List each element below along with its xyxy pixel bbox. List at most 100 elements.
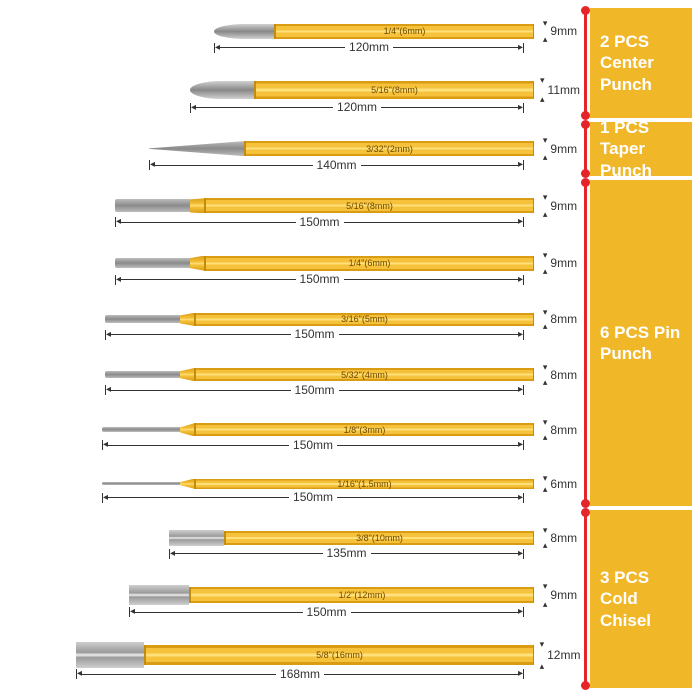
tool-tip bbox=[102, 482, 180, 485]
tool-tip bbox=[115, 199, 190, 212]
length-dimension: ◂150mm▸ bbox=[8, 330, 582, 340]
height-dimension: ▾▴12mm bbox=[538, 642, 582, 668]
tool-tip bbox=[169, 530, 224, 546]
height-dimension: ▾▴8mm bbox=[538, 310, 582, 329]
category-box: 1 PCS Taper Punch bbox=[590, 122, 692, 176]
tool-row: 5/16"(8mm) ▾▴11mm◂120mm▸ bbox=[8, 78, 582, 113]
category-sidebar: 2 PCS Center Punch 1 PCS Taper Punch 6 PCS… bbox=[590, 8, 692, 692]
tool-size-label: 3/32"(2mm) bbox=[366, 144, 413, 154]
tool-tip bbox=[102, 427, 180, 432]
tool-handle: 5/16"(8mm) bbox=[254, 81, 534, 99]
height-dimension: ▾▴8mm bbox=[538, 420, 582, 439]
tool-size-label: 5/8"(16mm) bbox=[316, 650, 363, 660]
height-dimension: ▾▴8mm bbox=[538, 528, 582, 548]
tool-handle: 5/32"(4mm) bbox=[194, 368, 534, 381]
length-dimension: ◂150mm▸ bbox=[8, 607, 582, 617]
tool-row: 3/8"(10mm) ▾▴8mm◂135mm▸ bbox=[8, 528, 582, 559]
tool-handle: 1/4"(6mm) bbox=[274, 24, 534, 39]
tool-handle: 1/4"(6mm) bbox=[204, 256, 534, 271]
length-dimension: ◂135mm▸ bbox=[8, 549, 582, 559]
tool-graphic: 3/32"(2mm) bbox=[149, 141, 534, 156]
length-dimension: ◂168mm▸ bbox=[8, 669, 582, 679]
height-label: 12mm bbox=[547, 648, 580, 662]
height-dimension: ▾▴9mm bbox=[538, 138, 582, 159]
length-label: 135mm bbox=[323, 546, 371, 560]
length-label: 120mm bbox=[345, 40, 393, 54]
tool-graphic: 1/2"(12mm) bbox=[129, 585, 534, 605]
tool-tip bbox=[129, 585, 189, 605]
length-dimension: ◂120mm▸ bbox=[8, 103, 582, 113]
tool-handle: 3/8"(10mm) bbox=[224, 531, 534, 545]
category-box: 2 PCS Center Punch bbox=[590, 8, 692, 118]
category-label: 6 PCS Pin Punch bbox=[600, 322, 682, 365]
height-label: 9mm bbox=[550, 256, 577, 270]
tool-row: 1/4"(6mm)▾▴9mm◂150mm▸ bbox=[8, 253, 582, 285]
category-label: 2 PCS Center Punch bbox=[600, 31, 682, 95]
tool-tip bbox=[76, 642, 144, 668]
tool-size-label: 1/8"(3mm) bbox=[344, 425, 386, 435]
height-label: 9mm bbox=[550, 142, 577, 156]
tool-tip bbox=[149, 141, 244, 156]
tool-row: 5/16"(8mm)▾▴9mm◂150mm▸ bbox=[8, 195, 582, 227]
height-dimension: ▾▴8mm bbox=[538, 365, 582, 384]
tool-row: 5/8"(16mm) ▾▴12mm◂168mm▸ bbox=[8, 642, 582, 679]
category-label: 1 PCS Taper Punch bbox=[600, 117, 682, 181]
height-label: 6mm bbox=[550, 477, 577, 491]
tool-tip bbox=[214, 24, 274, 39]
tool-row: 1/16"(1.5mm) ▾▴6mm◂150mm▸ bbox=[8, 476, 582, 503]
height-dimension: ▾▴9mm bbox=[538, 584, 582, 606]
length-label: 150mm bbox=[289, 490, 337, 504]
tool-tip bbox=[115, 258, 190, 268]
tool-row: 1/4"(6mm)▾▴9mm◂120mm▸ bbox=[8, 21, 582, 53]
tool-size-label: 1/2"(12mm) bbox=[339, 590, 386, 600]
length-dimension: ◂150mm▸ bbox=[8, 385, 582, 395]
height-dimension: ▾▴9mm bbox=[538, 195, 582, 216]
tool-graphic: 5/8"(16mm) bbox=[76, 642, 534, 668]
tool-row: 3/32"(2mm) ▾▴9mm◂140mm▸ bbox=[8, 138, 582, 170]
height-dimension: ▾▴11mm bbox=[538, 78, 582, 102]
tool-size-label: 1/16"(1.5mm) bbox=[337, 479, 391, 489]
tool-graphic: 3/16"(5mm) bbox=[105, 313, 534, 326]
height-dimension: ▾▴6mm bbox=[538, 476, 582, 492]
tool-handle: 3/16"(5mm) bbox=[194, 313, 534, 326]
height-label: 11mm bbox=[548, 83, 580, 97]
tool-tip bbox=[105, 371, 180, 378]
height-dimension: ▾▴9mm bbox=[538, 253, 582, 274]
height-label: 9mm bbox=[550, 24, 577, 38]
height-label: 9mm bbox=[550, 588, 577, 602]
tool-row: 5/32"(4mm) ▾▴8mm◂150mm▸ bbox=[8, 365, 582, 395]
length-label: 150mm bbox=[303, 605, 351, 619]
tool-handle: 5/8"(16mm) bbox=[144, 645, 534, 665]
tool-row: 1/8"(3mm) ▾▴8mm◂150mm▸ bbox=[8, 420, 582, 450]
tool-handle: 1/8"(3mm) bbox=[194, 423, 534, 436]
length-label: 120mm bbox=[333, 100, 381, 114]
tool-tip bbox=[105, 315, 180, 323]
height-dimension: ▾▴9mm bbox=[538, 21, 582, 42]
length-label: 150mm bbox=[296, 215, 344, 229]
length-dimension: ◂150mm▸ bbox=[8, 440, 582, 450]
category-label: 3 PCS Cold Chisel bbox=[600, 567, 682, 631]
tool-size-label: 3/16"(5mm) bbox=[341, 314, 388, 324]
tool-graphic: 5/16"(8mm) bbox=[115, 198, 534, 213]
category-box: 6 PCS Pin Punch bbox=[590, 180, 692, 506]
tool-graphic: 5/32"(4mm) bbox=[105, 368, 534, 381]
tool-size-label: 5/16"(8mm) bbox=[346, 201, 393, 211]
tool-tip bbox=[190, 81, 254, 99]
length-label: 150mm bbox=[291, 327, 339, 341]
tool-graphic: 1/4"(6mm) bbox=[214, 24, 534, 39]
category-box: 3 PCS Cold Chisel bbox=[590, 510, 692, 688]
length-dimension: ◂150mm▸ bbox=[8, 493, 582, 503]
height-label: 8mm bbox=[550, 423, 577, 437]
tools-column: 1/4"(6mm) ▾▴9mm ◂120mm▸5/16"(8mm) ▾▴11mm◂12… bbox=[8, 8, 590, 692]
tool-size-label: 1/4"(6mm) bbox=[384, 26, 426, 36]
tool-handle: 3/32"(2mm) bbox=[244, 141, 534, 156]
tool-graphic: 5/16"(8mm) bbox=[190, 81, 534, 99]
tool-row: 1/2"(12mm) ▾▴9mm◂150mm▸ bbox=[8, 584, 582, 617]
height-label: 8mm bbox=[550, 368, 577, 382]
length-dimension: ◂140mm▸ bbox=[8, 160, 582, 170]
tool-size-label: 5/16"(8mm) bbox=[371, 85, 418, 95]
height-label: 8mm bbox=[550, 531, 577, 545]
length-label: 150mm bbox=[289, 438, 337, 452]
tool-handle: 5/16"(8mm) bbox=[204, 198, 534, 213]
height-label: 8mm bbox=[550, 312, 577, 326]
